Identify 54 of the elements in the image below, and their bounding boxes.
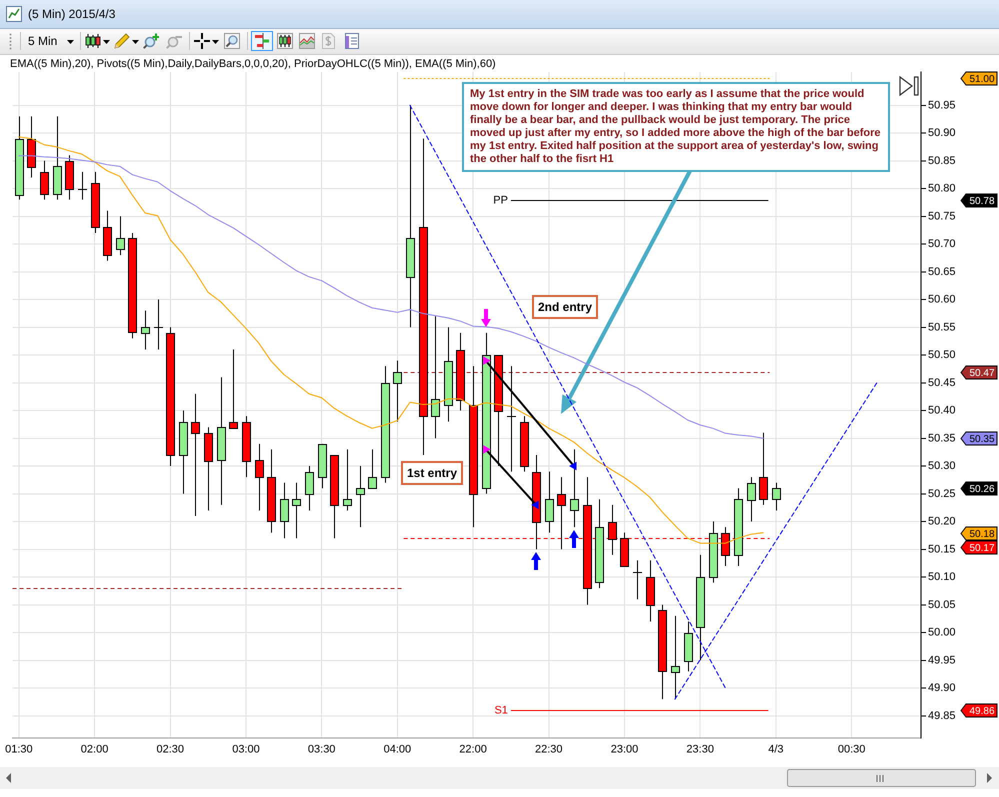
- x-tick-label: 23:00: [610, 744, 638, 756]
- y-tick-label: 50.85: [928, 154, 956, 167]
- x-tick-label: 22:30: [535, 744, 563, 756]
- y-tick-label: 50.40: [928, 404, 956, 417]
- x-tick-label: 4/3: [768, 744, 784, 756]
- y-tick-label: 50.55: [928, 321, 956, 334]
- y-tick-label: 49.90: [928, 682, 956, 694]
- text: 50.26: [969, 484, 995, 495]
- y-tick-label: 50.20: [928, 516, 956, 528]
- y-tick-label: 50.45: [928, 376, 956, 389]
- candlestick: [154, 299, 164, 350]
- text: 50.18: [969, 528, 995, 540]
- y-tick-label: 50.60: [928, 294, 956, 306]
- candlestick: [632, 560, 642, 600]
- text: 50.47: [969, 368, 995, 379]
- y-tick-label: 50.75: [928, 210, 956, 222]
- y-tick-label: 50.25: [928, 488, 956, 500]
- y-tick-label: 49.85: [928, 710, 956, 722]
- y-tick-label: 50.35: [928, 432, 956, 444]
- text: 50.17: [969, 542, 995, 554]
- annotation: 1st entry: [401, 461, 464, 485]
- text: 50.35: [969, 434, 995, 445]
- x-tick-label: 01:30: [5, 744, 33, 756]
- y-tick-label: 50.00: [928, 626, 956, 639]
- annotation: My 1st entry in the SIM trade was too early as I assume that the price would move down for longer and deeper. I was thinking that my entry bar would finally be a bear bar, and the pullback would be just temporary. The price moved up just after my entry, so I added more above the high of the bar before my 1st entry. Exited half position at the support area of yesterday's low, swing the other half to the fisrt H1: [462, 82, 890, 172]
- x-tick-label: 04:00: [384, 744, 412, 756]
- y-tick-label: 49.95: [928, 654, 956, 666]
- y-tick-label: 50.50: [928, 349, 956, 362]
- text: 49.86: [969, 706, 995, 717]
- x-tick-label: 23:30: [686, 744, 714, 756]
- candlestick: [78, 171, 88, 200]
- y-tick-label: 50.05: [928, 598, 956, 611]
- y-tick-label: 50.80: [928, 182, 956, 195]
- chart-subtitle: EMA((5 Min),20), Pivots((5 Min),Daily,DailyBars,0,0,0,20), PriorDayOHLC((5 Min)), EMA((5 Min),60): [10, 58, 496, 71]
- x-tick-label: 22:00: [459, 744, 487, 756]
- y-tick-label: 50.90: [928, 127, 956, 140]
- x-tick-label: 02:00: [80, 744, 108, 756]
- text: 50.78: [969, 196, 995, 207]
- y-tick-label: 50.65: [928, 266, 956, 278]
- text: 5 Min: [28, 34, 58, 48]
- y-tick-label: 50.10: [928, 571, 956, 584]
- chart-title: (5 Min) 2015/4/3: [28, 7, 116, 21]
- ref-line-label: S1: [494, 704, 508, 717]
- y-tick-label: 50.30: [928, 460, 956, 472]
- x-tick-label: 02:30: [156, 744, 184, 756]
- ref-line-label: PP: [493, 194, 508, 207]
- annotation: 2nd entry: [532, 295, 598, 319]
- y-tick-label: 50.70: [928, 238, 956, 250]
- x-tick-label: 03:00: [232, 744, 260, 756]
- y-tick-label: 50.15: [928, 543, 956, 556]
- x-tick-label: 03:30: [308, 744, 336, 756]
- y-tick-label: 50.95: [928, 99, 956, 112]
- text: 51.00: [969, 74, 995, 85]
- x-tick-label: 00:30: [838, 744, 866, 756]
